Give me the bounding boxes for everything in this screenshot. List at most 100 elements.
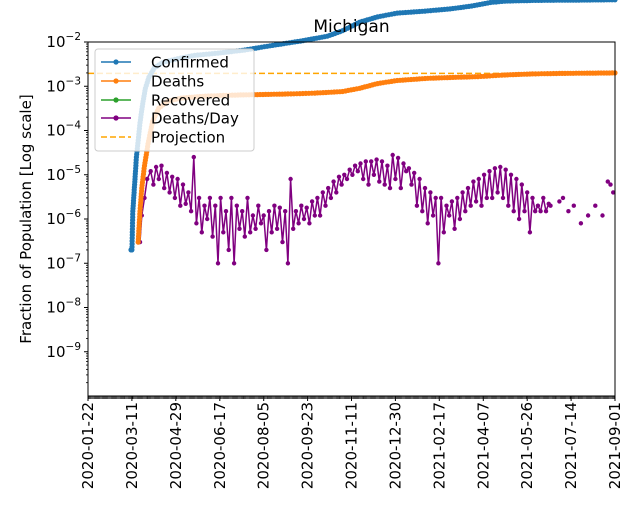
- deaths-day-point: [379, 159, 385, 164]
- deaths-day-point: [395, 155, 401, 161]
- deaths-day-point: [371, 172, 377, 177]
- deaths-day-point: [447, 213, 452, 218]
- legend-label-recovered: Recovered: [151, 92, 230, 110]
- deaths-day-point: [170, 174, 175, 179]
- deaths-day-point: [288, 176, 293, 182]
- legend-box: [94, 48, 255, 152]
- deaths-day-point: [291, 226, 296, 231]
- legend-label-deaths: Deaths: [151, 73, 204, 91]
- deaths-day-point: [457, 216, 463, 222]
- deaths-day-point: [468, 203, 473, 208]
- deaths-day-point: [535, 203, 541, 208]
- deaths-day-point: [420, 209, 425, 214]
- x-tick-label: 2020-06-17: [211, 402, 229, 489]
- deaths-day-point: [538, 209, 543, 214]
- deaths-day-point: [145, 176, 150, 182]
- deaths-day-point: [519, 182, 524, 187]
- deaths-day-point: [264, 247, 269, 253]
- deaths-day-point: [522, 209, 527, 214]
- deaths-day-point: [162, 185, 167, 191]
- y-tick-label: 10−3: [46, 75, 81, 95]
- deaths-day-point: [441, 230, 446, 235]
- series-deaths-per-day-scatter: [557, 179, 616, 226]
- deaths-day-point: [543, 209, 549, 214]
- deaths-day-point: [250, 213, 256, 218]
- deaths-day-point: [465, 185, 471, 191]
- deaths-day-point: [148, 169, 153, 174]
- deaths-day-point: [159, 163, 164, 168]
- deaths-per-day-point: [557, 199, 562, 204]
- x-tick-label: 2020-08-05: [255, 402, 273, 489]
- deaths-day-point: [283, 209, 288, 214]
- deaths-day-point: [213, 203, 218, 208]
- y-tick-label: 10−6: [46, 208, 81, 228]
- deaths-day-point: [487, 169, 492, 174]
- deaths-day-point: [347, 167, 352, 172]
- legend-marker-deaths-per-day: [113, 115, 119, 121]
- deaths-day-point: [172, 195, 178, 201]
- deaths-day-point: [417, 176, 422, 182]
- legend-label-deaths-per-day: Deaths/Day: [151, 110, 239, 128]
- deaths-day-point: [393, 176, 398, 182]
- deaths-day-point: [151, 182, 156, 187]
- deaths-day-point: [350, 172, 355, 177]
- deaths-day-point: [215, 261, 221, 266]
- deaths-day-point: [269, 230, 274, 235]
- deaths-per-day-point: [571, 203, 576, 208]
- deaths-day-point: [293, 209, 299, 214]
- deaths-day-point: [164, 170, 170, 176]
- deaths-day-point: [175, 176, 180, 182]
- deaths-day-point: [328, 195, 334, 201]
- deaths-day-point: [248, 230, 253, 235]
- deaths-day-point: [377, 179, 382, 184]
- deaths-day-point: [452, 226, 457, 231]
- deaths-day-point: [430, 213, 436, 218]
- deaths-day-point: [304, 205, 309, 210]
- x-tick-label: 2020-11-11: [343, 402, 361, 489]
- deaths-day-point: [508, 172, 514, 177]
- deaths-day-point: [237, 226, 242, 231]
- deaths-day-point: [358, 161, 363, 166]
- deaths-day-point: [342, 172, 347, 177]
- deaths-day-point: [180, 182, 186, 187]
- deaths-day-point: [242, 234, 247, 239]
- chart-title: Michigan: [313, 17, 389, 37]
- x-tick-label: 2021-04-07: [474, 402, 492, 489]
- deaths-day-point: [385, 163, 390, 168]
- y-tick-label: 10−8: [46, 297, 81, 317]
- deaths-day-point: [527, 230, 533, 235]
- deaths-day-point: [479, 203, 484, 208]
- deaths-day-point: [231, 261, 237, 266]
- deaths-day-point: [455, 195, 460, 201]
- deaths-day-point: [245, 195, 250, 201]
- deaths-day-point: [307, 221, 312, 226]
- y-axis-label: Fraction of Population [Log scale]: [17, 94, 35, 343]
- legend-marker-deaths: [113, 78, 119, 84]
- deaths-day-point: [210, 234, 215, 239]
- legend-marker-confirmed: [113, 59, 119, 65]
- deaths-day-point: [285, 261, 291, 266]
- deaths-day-point: [495, 190, 500, 195]
- deaths-per-day-point: [605, 179, 610, 184]
- deaths-day-point: [205, 216, 210, 222]
- deaths-day-point: [317, 213, 323, 218]
- deaths-day-point: [253, 226, 258, 231]
- series-deaths-day: [137, 152, 553, 266]
- deaths-day-point: [258, 221, 264, 226]
- deaths-day-point: [511, 209, 516, 214]
- deaths-day-point: [320, 190, 325, 195]
- deaths-day-point: [500, 195, 506, 201]
- deaths-day-point: [412, 170, 417, 176]
- deaths-day-point: [525, 190, 530, 195]
- deaths-day-point: [331, 179, 336, 184]
- deaths-day-point: [548, 203, 553, 208]
- deaths-day-point: [352, 163, 358, 168]
- deaths-day-point: [530, 195, 535, 201]
- deaths-day-point: [336, 174, 342, 179]
- series-layer: [88, 0, 618, 266]
- deaths-day-point: [514, 176, 519, 182]
- deaths-per-day-point: [566, 209, 571, 214]
- deaths-day-point: [226, 247, 231, 253]
- deaths-day-point: [422, 185, 428, 191]
- deaths-day-point: [398, 185, 403, 191]
